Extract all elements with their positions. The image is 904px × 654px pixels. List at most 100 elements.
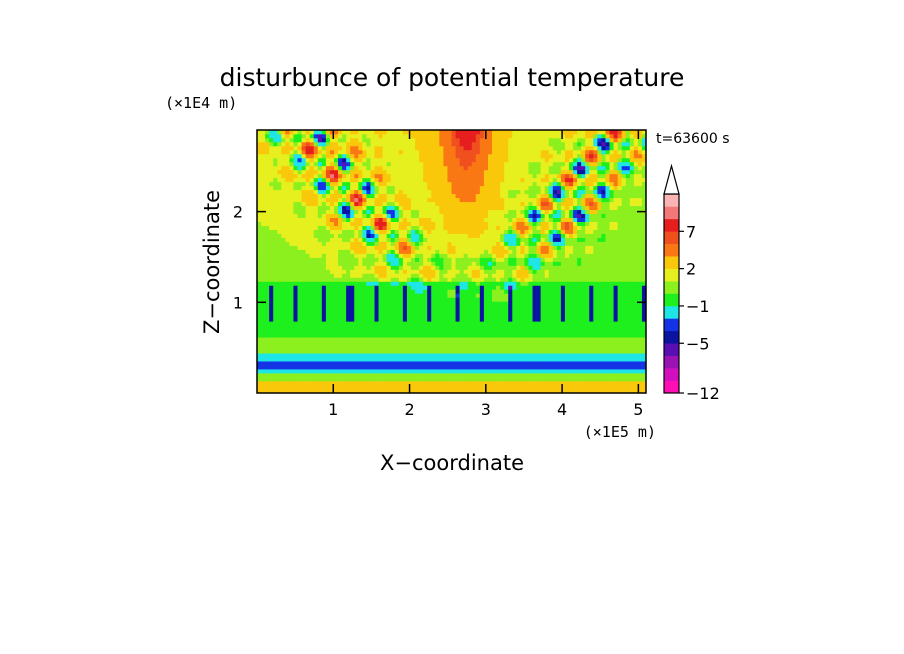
heatmap-cell: [419, 341, 424, 346]
heatmap-cell: [313, 141, 319, 147]
heatmap-cell: [455, 193, 460, 199]
heatmap-cell: [467, 177, 473, 183]
heatmap-cell: [342, 353, 347, 358]
heatmap-cell: [301, 201, 306, 207]
heatmap-cell: [536, 237, 541, 242]
heatmap-cell: [362, 149, 367, 155]
heatmap-cell: [301, 197, 306, 203]
heatmap-cell: [483, 205, 489, 211]
heatmap-cell: [447, 169, 452, 175]
heatmap-cell: [269, 169, 274, 175]
heatmap-cell: [496, 213, 501, 219]
heatmap-cell: [277, 345, 282, 350]
heatmap-cell: [544, 289, 550, 294]
heatmap-cell: [289, 369, 294, 374]
heatmap-cell: [366, 173, 371, 179]
heatmap-cell: [394, 153, 400, 159]
heatmap-cell: [362, 137, 367, 143]
heatmap-cell: [346, 281, 351, 286]
heatmap-cell: [265, 353, 270, 358]
heatmap-cell: [479, 361, 485, 366]
heatmap-cell: [394, 277, 400, 282]
heatmap-cell: [544, 133, 550, 139]
heatmap-cell: [317, 333, 323, 338]
heatmap-cell: [285, 353, 290, 358]
heatmap-cell: [338, 313, 343, 318]
heatmap-cell: [406, 205, 412, 211]
heatmap-cell: [390, 297, 396, 302]
heatmap-cell: [471, 141, 477, 147]
heatmap-cell: [512, 369, 517, 374]
heatmap-cell: [382, 169, 388, 175]
heatmap-cell: [504, 137, 509, 143]
heatmap-cell: [467, 333, 473, 338]
heatmap-cell: [532, 209, 537, 215]
heatmap-cell: [487, 133, 493, 139]
heatmap-cell: [560, 381, 566, 386]
heatmap-cell: [439, 165, 444, 171]
heatmap-cell: [390, 237, 396, 242]
heatmap-cell: [269, 281, 274, 286]
heatmap-cell: [463, 301, 469, 306]
heatmap-cell: [390, 317, 396, 322]
heatmap-cell: [548, 309, 554, 314]
heatmap-cell: [370, 305, 375, 310]
heatmap-cell: [277, 281, 282, 286]
heatmap-cell: [439, 309, 444, 314]
heatmap-cell: [496, 205, 501, 211]
heatmap-cell: [496, 145, 501, 151]
heatmap-cell: [467, 285, 473, 290]
heatmap-cell: [325, 237, 331, 242]
heatmap-cell: [532, 357, 537, 362]
heatmap-cell: [532, 241, 537, 246]
heatmap-cell: [257, 269, 262, 274]
heatmap-cell: [451, 277, 456, 282]
heatmap-cell: [321, 157, 327, 163]
heatmap-cell: [289, 157, 294, 163]
heatmap-cell: [548, 213, 554, 219]
heatmap-cell: [528, 281, 533, 286]
heatmap-cell: [378, 329, 383, 334]
heatmap-cell: [390, 225, 396, 230]
heatmap-cell: [516, 309, 521, 314]
heatmap-cell: [560, 361, 566, 366]
heatmap-cell: [492, 141, 497, 147]
heatmap-cell: [273, 169, 278, 175]
heatmap-cell: [289, 285, 294, 290]
heatmap-cell: [398, 245, 404, 250]
heatmap-cell: [512, 381, 517, 386]
heatmap-cell: [285, 265, 290, 270]
heatmap-cell: [447, 141, 452, 147]
heatmap-cell: [475, 313, 481, 318]
heatmap-cell: [277, 357, 282, 362]
heatmap-cell: [329, 209, 335, 215]
heatmap-cell: [285, 317, 290, 322]
heatmap-cell: [431, 361, 436, 366]
heatmap-cell: [479, 197, 485, 203]
heatmap-cell: [552, 221, 558, 226]
heatmap-cell: [394, 237, 400, 242]
heatmap-cell: [560, 285, 566, 290]
heatmap-cell: [544, 197, 550, 203]
heatmap-cell: [382, 133, 388, 139]
heatmap-cell: [293, 133, 298, 139]
heatmap-cell: [346, 289, 351, 294]
heatmap-cell: [261, 301, 266, 306]
heatmap-cell: [544, 161, 550, 167]
heatmap-cell: [265, 285, 270, 290]
heatmap-cell: [544, 193, 550, 199]
heatmap-cell: [540, 213, 546, 219]
heatmap-cell: [540, 201, 546, 207]
heatmap-cell: [455, 325, 460, 330]
heatmap-cell: [516, 213, 521, 219]
heatmap-cell: [548, 149, 554, 155]
heatmap-cell: [358, 189, 363, 195]
heatmap-cell: [435, 165, 440, 171]
heatmap-cell: [390, 253, 396, 258]
heatmap-cell: [402, 269, 408, 274]
heatmap-cell: [313, 337, 319, 342]
heatmap-cell: [342, 225, 347, 230]
heatmap-cell: [273, 201, 278, 207]
heatmap-cell: [556, 345, 562, 350]
heatmap-cell: [342, 333, 347, 338]
